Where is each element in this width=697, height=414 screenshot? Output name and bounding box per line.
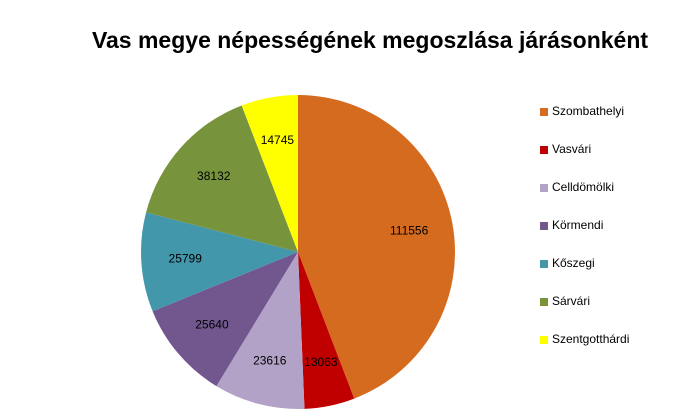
pie-slice — [152, 252, 298, 387]
legend-label: Szentgotthárdi — [552, 332, 629, 346]
legend-swatch — [540, 336, 548, 344]
data-label: 111556 — [390, 224, 429, 238]
chart-title: Vas megye népességének megoszlása járáso… — [92, 27, 648, 53]
legend-swatch — [540, 108, 548, 116]
legend-swatch — [540, 146, 548, 154]
pie-slice — [298, 252, 355, 409]
legend-label: Szombathelyi — [552, 104, 624, 118]
pie-slice — [298, 95, 455, 399]
data-label: 23616 — [253, 354, 287, 368]
data-label: 13063 — [304, 355, 338, 369]
pie-slice — [216, 252, 305, 410]
legend-swatch — [540, 184, 548, 192]
data-label: 25640 — [195, 317, 229, 331]
pie-slice — [146, 105, 298, 252]
legend-swatch — [540, 298, 548, 306]
data-label: 38132 — [197, 169, 231, 183]
legend-label: Sárvári — [552, 294, 590, 308]
legend-label: Kőszegi — [552, 256, 595, 270]
legend-label: Vasvári — [552, 142, 591, 156]
data-label: 14745 — [261, 133, 295, 147]
data-label: 25799 — [169, 252, 203, 266]
pie-slice — [140, 212, 298, 312]
legend-label: Körmendi — [552, 218, 603, 232]
pie-slice — [241, 95, 298, 252]
legend-swatch — [540, 222, 548, 230]
legend-swatch — [540, 260, 548, 268]
legend-label: Celldömölki — [552, 180, 614, 194]
